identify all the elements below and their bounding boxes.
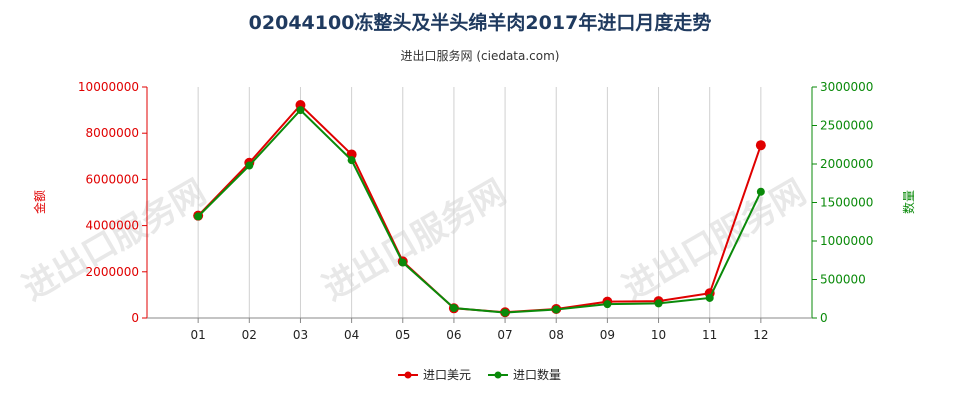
x-tick-label: 09 xyxy=(600,328,615,342)
y-left-tick-label: 2000000 xyxy=(86,265,139,279)
series-line-quantity xyxy=(197,108,762,314)
chart-subtitle: 进出口服务网 (ciedata.com) xyxy=(400,49,560,63)
data-point-quantity xyxy=(245,161,254,170)
y-axis-left-label: 金额 xyxy=(32,190,47,214)
axis-layer: 0200000040000006000000800000010000000050… xyxy=(78,80,874,342)
y-left-tick-label: 6000000 xyxy=(86,172,139,186)
y-right-tick-label: 1000000 xyxy=(820,234,873,248)
legend-marker-quantity xyxy=(494,371,502,379)
legend: 进口美元 进口数量 xyxy=(398,367,561,382)
x-tick-label: 07 xyxy=(497,328,512,342)
x-tick-label: 02 xyxy=(242,328,257,342)
x-tick-label: 05 xyxy=(395,328,410,342)
data-point-quantity xyxy=(398,258,407,267)
data-point-quantity xyxy=(296,106,305,115)
x-tick-label: 03 xyxy=(293,328,308,342)
watermark-text: 进出口服务网 xyxy=(316,172,513,309)
x-tick-label: 06 xyxy=(446,328,461,342)
chart-title: 02044100冻整头及半头绵羊肉2017年进口月度走势 xyxy=(248,12,712,34)
data-point-quantity xyxy=(603,300,612,309)
data-point-quantity xyxy=(756,187,765,196)
y-left-tick-label: 0 xyxy=(131,311,139,325)
y-left-tick-label: 8000000 xyxy=(86,126,139,140)
y-left-tick-label: 4000000 xyxy=(86,219,139,233)
y-right-tick-label: 500000 xyxy=(820,273,866,287)
x-tick-label: 04 xyxy=(344,328,359,342)
legend-label-quantity: 进口数量 xyxy=(513,367,561,382)
y-right-tick-label: 1500000 xyxy=(820,196,873,210)
legend-marker-amount xyxy=(404,371,412,379)
x-tick-label: 08 xyxy=(549,328,564,342)
x-tick-label: 10 xyxy=(651,328,666,342)
data-point-quantity xyxy=(501,308,510,317)
x-tick-label: 11 xyxy=(702,328,717,342)
y-right-tick-label: 2500000 xyxy=(820,119,873,133)
y-right-tick-label: 0 xyxy=(820,311,828,325)
y-right-tick-label: 3000000 xyxy=(820,80,873,94)
y-axis-right-label: 数量 xyxy=(901,190,916,214)
legend-label-amount: 进口美元 xyxy=(423,368,471,382)
data-point-amount xyxy=(755,140,766,151)
data-point-quantity xyxy=(347,156,356,165)
data-point-quantity xyxy=(705,293,714,302)
x-tick-label: 12 xyxy=(753,328,768,342)
series-layer xyxy=(193,100,766,318)
y-right-tick-label: 2000000 xyxy=(820,157,873,171)
data-point-quantity xyxy=(194,212,203,221)
watermark-layer: 进出口服务网 进出口服务网 进出口服务网 xyxy=(16,172,813,309)
data-point-quantity xyxy=(449,303,458,312)
data-point-quantity xyxy=(552,305,561,314)
x-tick-label: 01 xyxy=(191,328,206,342)
y-left-tick-label: 10000000 xyxy=(78,80,139,94)
data-point-quantity xyxy=(654,299,663,308)
